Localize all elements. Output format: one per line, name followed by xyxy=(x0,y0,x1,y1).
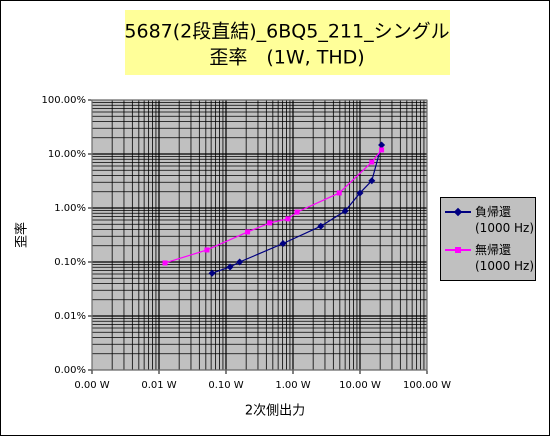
y-axis-label: 歪率 xyxy=(14,222,30,248)
x-tick-label: 0.10 W xyxy=(208,380,243,391)
point xyxy=(245,229,251,235)
legend-entry: 無帰還 (1000 Hz) xyxy=(441,242,535,274)
point xyxy=(317,222,325,230)
chart-subtitle: 歪率 (1W, THD) xyxy=(209,47,364,69)
point xyxy=(236,258,244,266)
point xyxy=(294,209,300,215)
point xyxy=(369,159,375,165)
legend-label: 無帰還 (1000 Hz) xyxy=(475,243,535,273)
point xyxy=(368,177,376,185)
legend-marker xyxy=(453,207,463,217)
x-axis-label: 2次側出力 xyxy=(245,403,305,419)
legend-symbol xyxy=(445,207,471,217)
point xyxy=(379,147,385,153)
x-tick-label: 1.00 W xyxy=(275,380,310,391)
point xyxy=(341,207,349,215)
y-tick-label: 100.00% xyxy=(42,95,87,106)
point xyxy=(336,190,342,196)
point xyxy=(226,263,234,271)
legend: 負帰還 (1000 Hz) 無帰還 (1000 Hz) xyxy=(440,197,536,281)
title-box xyxy=(125,10,450,75)
point xyxy=(378,141,386,149)
y-tick-label: 0.00% xyxy=(54,365,86,376)
plot-background xyxy=(92,100,427,370)
legend-marker xyxy=(455,247,461,253)
legend-symbol xyxy=(445,247,471,253)
plot-border xyxy=(91,99,428,371)
point xyxy=(279,240,287,248)
y-tick-label: 10.00% xyxy=(48,149,86,160)
y-tick-label: 1.00% xyxy=(54,203,86,214)
chart-title: 5687(2段直結)_6BQ5_211_シングル xyxy=(124,21,449,43)
legend-entry: 負帰還 (1000 Hz) xyxy=(441,204,535,236)
point xyxy=(356,189,364,197)
y-tick-label: 0.01% xyxy=(54,311,86,322)
x-tick-label: 0.01 W xyxy=(141,380,176,391)
point xyxy=(285,216,291,222)
x-tick-label: 10.00 W xyxy=(339,380,381,391)
point xyxy=(162,260,168,266)
x-tick-label: 100.00 W xyxy=(403,380,451,391)
point xyxy=(208,269,216,277)
point xyxy=(204,247,210,253)
legend-label: 負帰還 (1000 Hz) xyxy=(475,205,535,235)
point xyxy=(267,220,273,226)
x-tick-label: 0.00 W xyxy=(74,380,109,391)
y-tick-label: 0.10% xyxy=(54,257,86,268)
